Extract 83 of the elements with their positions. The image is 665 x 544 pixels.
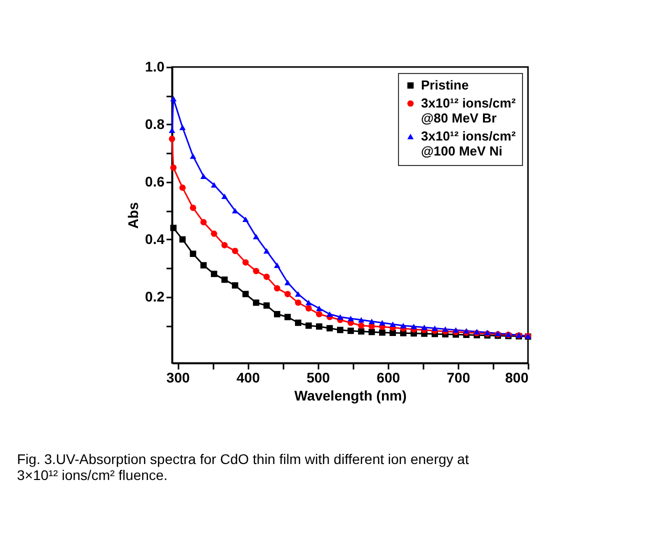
point [200,262,207,268]
point [179,236,186,243]
point [170,96,177,102]
point [368,318,375,324]
point [358,317,364,323]
point [190,204,196,211]
point [170,224,177,232]
point [221,276,228,283]
point [263,302,270,309]
x-tick-label: 600 [376,370,400,386]
point [242,216,249,222]
legend-label: Pristine [421,78,469,92]
point [242,290,249,298]
point [337,314,344,320]
y-tick-label: 0.2 [145,288,165,304]
point [316,310,322,318]
point [200,219,207,226]
point [294,299,302,306]
point [358,322,364,329]
point [263,248,270,254]
point [232,248,238,254]
y-tick-label: 0.4 [145,230,165,247]
point [379,320,386,326]
point [358,328,364,335]
point [221,194,228,200]
point [326,311,333,317]
point [210,230,218,237]
point [284,314,291,320]
point [242,259,249,266]
point [452,327,459,333]
point [432,325,438,331]
x-tick-label: 300 [166,370,190,386]
point [337,326,344,334]
legend-label: 3x10¹² ions/cm² @80 MeV Br [421,96,516,126]
point [232,282,238,289]
point [274,262,280,268]
point [190,153,196,159]
point [348,316,354,322]
point [179,124,186,130]
point [232,208,238,214]
x-tick-label: 500 [306,370,330,386]
y-tick-label: 1.0 [145,58,165,74]
point [442,326,448,332]
point [390,321,396,327]
point [221,242,228,248]
point [284,290,291,298]
point [316,306,322,312]
point [379,329,386,336]
point [294,291,302,297]
x-axis-title: Wavelength (nm) [294,388,407,404]
point [316,323,322,330]
point [368,328,375,336]
point [252,234,260,240]
point [421,324,428,330]
caption: Fig. 3.UV-Absorption spectra for CdO thin film with different ion energy at 3×10¹² ions/cm² fluence. [17,451,469,483]
point [294,320,302,326]
point [179,184,186,191]
point [400,322,406,328]
point [326,325,333,332]
point [190,250,196,257]
point [200,173,207,179]
y-tick-label: 0.6 [145,173,165,190]
point [274,310,280,318]
point [263,274,270,280]
x-tick-label: 800 [505,370,529,386]
y-tick-label: 0.8 [145,116,165,132]
point [274,285,280,292]
point [305,300,312,306]
point [348,328,354,334]
point [170,164,177,171]
point [210,270,218,278]
y-axis-title: Abs [125,202,142,229]
point [168,136,176,142]
x-tick-label: 700 [446,370,470,386]
legend-label: 3x10¹² ions/cm² @100 MeV Ni [421,128,516,158]
point [305,322,312,329]
point [252,268,260,274]
point [410,324,417,330]
x-tick-label: 400 [236,370,260,386]
point [252,299,260,306]
point [210,182,218,188]
point [284,280,291,286]
point [305,305,312,312]
